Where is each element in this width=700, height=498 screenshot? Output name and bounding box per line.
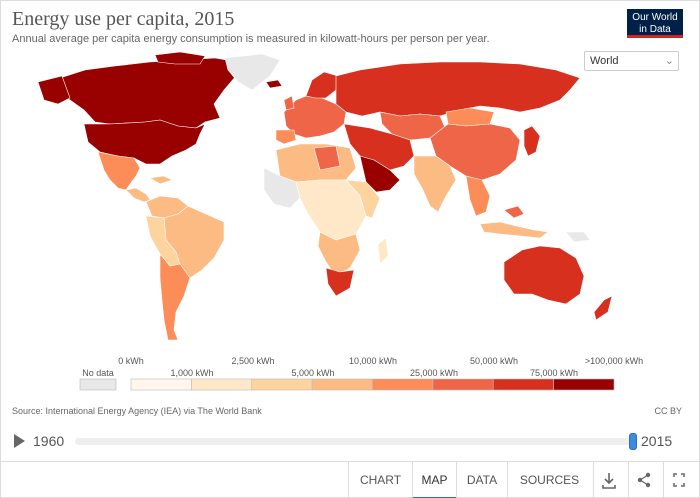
- map-legend: 0 kWh 2,500 kWh 10,000 kWh 50,000 kWh >1…: [79, 356, 643, 391]
- map-region-west-africa[interactable]: [263, 167, 301, 209]
- bottom-tab-bar: CHART MAP DATA SOURCES: [0, 461, 700, 498]
- fullscreen-button[interactable]: [663, 462, 693, 498]
- map-region-mongolia[interactable]: [445, 107, 495, 127]
- legend-upper-label: 50,000 kWh: [470, 356, 518, 366]
- tab-sources-label: SOURCES: [519, 473, 580, 487]
- logo-line-2: in Data: [639, 24, 671, 35]
- tab-data[interactable]: DATA: [456, 462, 507, 498]
- fullscreen-icon: [673, 473, 685, 487]
- map-region-australia[interactable]: [503, 245, 585, 305]
- map-region-caribbean[interactable]: [149, 175, 173, 185]
- legend-upper-label: 10,000 kWh: [349, 356, 397, 366]
- map-region-iceland[interactable]: [265, 79, 283, 89]
- legend-upper-label: 0 kWh: [118, 356, 144, 366]
- map-region-iberia[interactable]: [275, 129, 297, 145]
- map-region-southern-africa[interactable]: [317, 231, 361, 277]
- map-region-alaska[interactable]: [37, 75, 71, 105]
- timeline-end-year: 2015: [641, 433, 673, 449]
- logo-line-1: Our World: [632, 12, 678, 23]
- legend-lower-label: 25,000 kWh: [410, 368, 458, 378]
- map-region-south-africa[interactable]: [325, 267, 355, 297]
- map-region-greenland[interactable]: [224, 53, 281, 91]
- owid-logo[interactable]: Our World in Data: [627, 9, 683, 38]
- map-region-india[interactable]: [413, 155, 457, 213]
- map-region-madagascar[interactable]: [377, 237, 389, 265]
- map-region-japan-korea[interactable]: [523, 125, 541, 157]
- logo-accent-bar: [627, 35, 683, 38]
- legend-swatch[interactable]: [432, 378, 494, 391]
- legend-swatch-no-data[interactable]: [79, 378, 117, 391]
- map-region-argentina-chile[interactable]: [159, 253, 191, 341]
- map-region-indonesia[interactable]: [479, 221, 549, 239]
- legend-lower-label: 75,000 kWh: [530, 368, 578, 378]
- region-select-value: World: [590, 55, 619, 67]
- timeline-track[interactable]: [75, 438, 633, 445]
- timeline-start-year: 1960: [33, 433, 65, 449]
- download-icon: [602, 473, 616, 489]
- chevron-down-icon: ⌄: [664, 55, 674, 67]
- share-icon: [637, 472, 651, 488]
- legend-no-data-label: No data: [82, 368, 114, 378]
- tab-chart-label: CHART: [359, 473, 402, 487]
- map-region-malaysia[interactable]: [503, 205, 525, 219]
- map-region-russia[interactable]: [335, 61, 581, 117]
- play-icon[interactable]: [14, 434, 25, 448]
- map-region-libya[interactable]: [313, 145, 341, 171]
- map-region-canada[interactable]: [57, 57, 239, 129]
- page-subtitle: Annual average per capita energy consump…: [12, 33, 490, 45]
- download-button[interactable]: [593, 462, 623, 498]
- tab-sources[interactable]: SOURCES: [507, 462, 591, 498]
- legend-upper-label: 2,500 kWh: [231, 356, 274, 366]
- page-title: Energy use per capita, 2015: [12, 8, 235, 30]
- map-region-middle-east[interactable]: [343, 123, 415, 171]
- legend-swatch[interactable]: [130, 378, 192, 391]
- legend-lower-label: 5,000 kWh: [291, 368, 334, 378]
- map-region-central-america[interactable]: [125, 187, 151, 203]
- tab-map-label: MAP: [421, 473, 448, 487]
- map-region-arctic-islands[interactable]: [154, 51, 206, 65]
- tab-chart[interactable]: CHART: [348, 462, 412, 498]
- legend-swatch[interactable]: [191, 378, 253, 391]
- source-note: Source: International Energy Agency (IEA…: [12, 406, 262, 416]
- world-map: [37, 51, 613, 341]
- share-button[interactable]: [628, 462, 658, 498]
- legend-swatch[interactable]: [251, 378, 313, 391]
- map-region-papua-new-guinea[interactable]: [565, 231, 591, 243]
- legend-swatch[interactable]: [311, 378, 373, 391]
- license-link[interactable]: CC BY: [654, 406, 682, 416]
- legend-swatch[interactable]: [372, 378, 434, 391]
- map-region-new-zealand[interactable]: [593, 295, 613, 321]
- map-region-mexico[interactable]: [97, 151, 141, 191]
- map-region-uk[interactable]: [283, 95, 295, 111]
- map-region-east-africa[interactable]: [345, 179, 381, 219]
- region-select[interactable]: World ⌄: [584, 51, 679, 71]
- tab-data-label: DATA: [466, 473, 498, 487]
- legend-swatch[interactable]: [553, 378, 615, 391]
- map-region-southeast-asia[interactable]: [465, 175, 491, 217]
- legend-lower-label: 1,000 kWh: [170, 368, 213, 378]
- timeline: 1960 2015: [0, 430, 700, 454]
- legend-swatch[interactable]: [492, 378, 554, 391]
- legend-upper-label: >100,000 kWh: [585, 356, 643, 366]
- map-region-scandinavia[interactable]: [305, 71, 339, 99]
- timeline-handle[interactable]: [629, 433, 637, 450]
- tab-map[interactable]: MAP: [412, 462, 456, 498]
